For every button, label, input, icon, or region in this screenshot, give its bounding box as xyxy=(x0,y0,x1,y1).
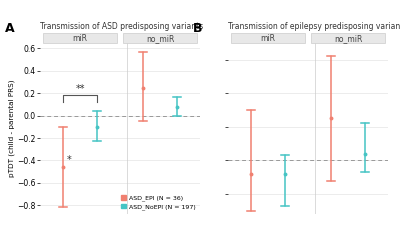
Bar xyxy=(231,33,305,43)
Text: Transmission of epilepsy predisposing variants: Transmission of epilepsy predisposing va… xyxy=(228,22,400,31)
Bar xyxy=(43,33,117,43)
Bar xyxy=(123,33,197,43)
Text: no_miR: no_miR xyxy=(146,34,174,43)
Text: no_miR: no_miR xyxy=(334,34,362,43)
Text: B: B xyxy=(193,22,202,35)
Text: miR: miR xyxy=(72,34,88,43)
Bar xyxy=(311,33,385,43)
Y-axis label: pTDT (child - parental PRS): pTDT (child - parental PRS) xyxy=(8,80,14,177)
Legend: ASD_EPI (N = 36), ASD_NoEPI (N = 197): ASD_EPI (N = 36), ASD_NoEPI (N = 197) xyxy=(120,194,197,211)
Text: A: A xyxy=(5,22,14,35)
Text: *: * xyxy=(67,155,72,165)
Text: **: ** xyxy=(75,84,85,94)
Text: Transmission of ASD predisposing variants: Transmission of ASD predisposing variant… xyxy=(40,22,203,31)
Text: miR: miR xyxy=(260,34,276,43)
